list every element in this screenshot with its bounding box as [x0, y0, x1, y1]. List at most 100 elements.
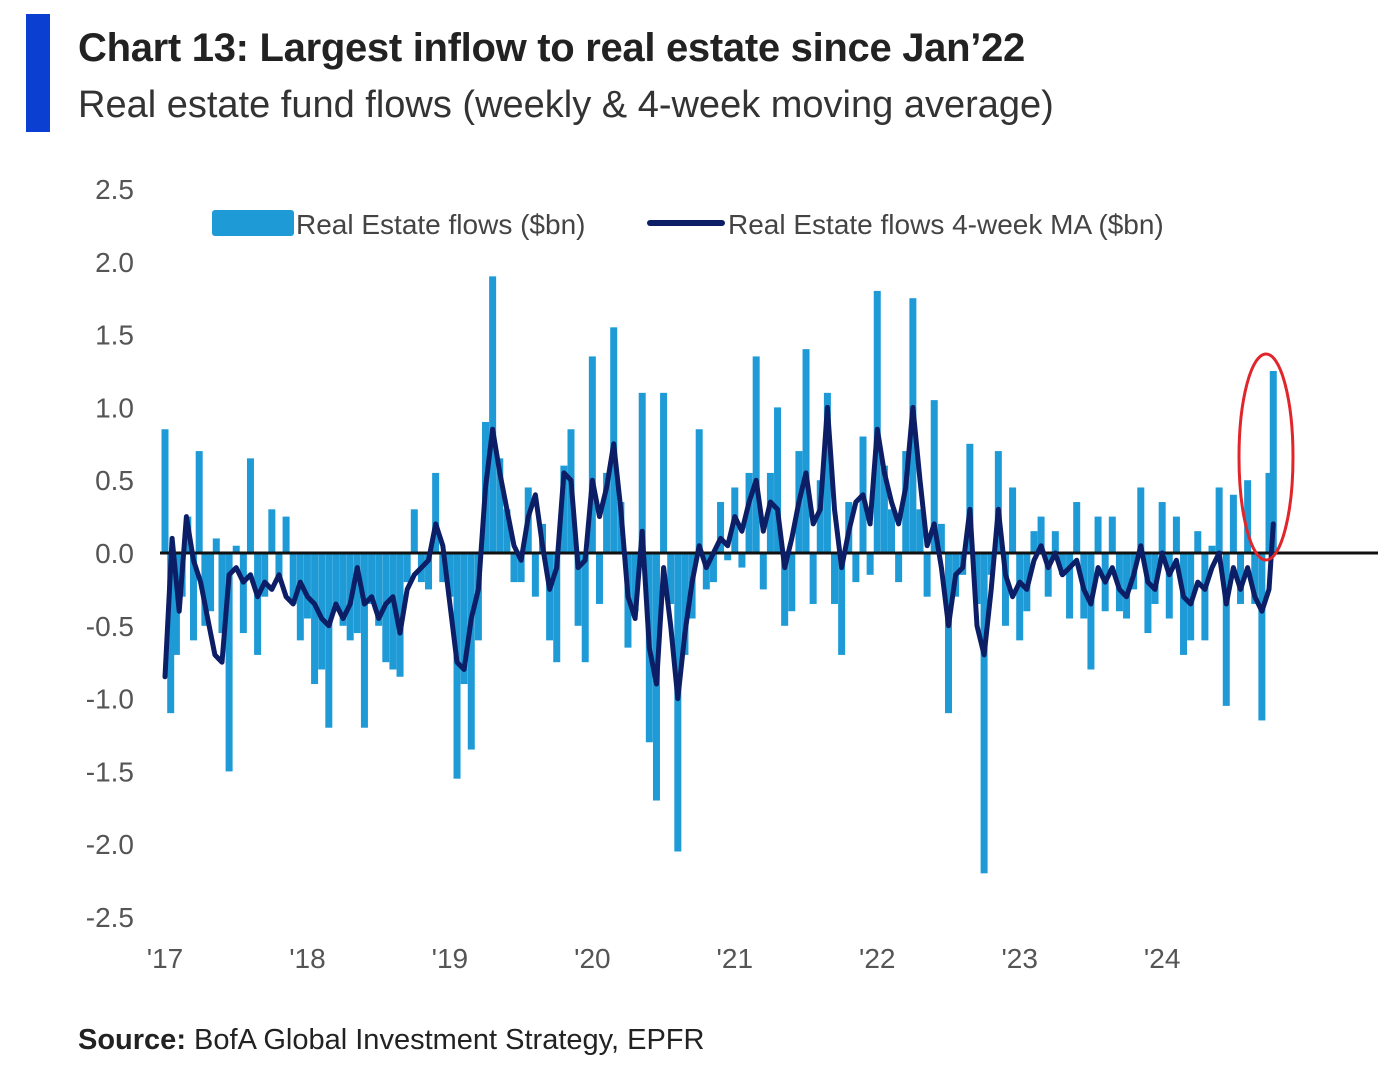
legend-label-bars: Real Estate flows ($bn) [296, 209, 585, 240]
flow-bar [994, 451, 1002, 553]
flow-bar [201, 553, 209, 626]
flow-bar [311, 553, 319, 685]
flow-bar [1058, 553, 1066, 575]
accent-bar [26, 14, 50, 132]
flow-bar [1251, 553, 1259, 604]
flow-bar [360, 553, 368, 728]
flow-bar [1201, 553, 1209, 641]
flow-bar [717, 502, 725, 553]
flow-bar [375, 553, 383, 626]
y-tick-label: -0.5 [86, 611, 134, 642]
fund-flows-chart: 2.5 2.0 1.5 1.0 0.5 0.0 -0.5 -1.0 -1.5 -2.0 -2.5 '… [86, 174, 1378, 974]
y-tick-label: -2.5 [86, 902, 134, 933]
flow-bar [318, 553, 326, 670]
flow-bar [923, 553, 931, 597]
flow-bar [1244, 480, 1252, 553]
flow-bar [880, 465, 888, 553]
flow-bar [339, 553, 347, 626]
y-tick-label: 0.0 [95, 538, 134, 569]
flow-bar [368, 553, 376, 604]
flow-bar [1073, 502, 1081, 553]
flow-bar [930, 400, 938, 553]
flow-bar [781, 553, 789, 626]
flow-bar [410, 509, 418, 553]
flow-bar [1258, 553, 1266, 721]
flow-bar [1051, 531, 1059, 553]
flow-bar [389, 553, 397, 670]
flow-bar [667, 553, 675, 604]
flow-bar [195, 451, 203, 553]
flow-bar [332, 553, 340, 612]
flow-bar [189, 553, 197, 641]
flow-bar [702, 553, 710, 590]
flow-bar [788, 553, 796, 612]
y-tick-label: 2.5 [95, 174, 134, 205]
x-tick-label: '18 [289, 943, 326, 974]
flow-bar [866, 553, 874, 575]
flow-bar [937, 523, 945, 553]
flow-bar [261, 553, 269, 597]
y-tick-label: -1.5 [86, 756, 134, 787]
flow-bar [709, 553, 717, 583]
flow-bar [1016, 553, 1024, 641]
flow-bar [496, 458, 504, 553]
flow-bar [766, 472, 774, 553]
flow-bar [546, 553, 554, 641]
flow-bar [232, 545, 240, 553]
flow-bar [325, 553, 333, 728]
flow-bar [560, 465, 568, 553]
y-tick-label: -2.0 [86, 829, 134, 860]
flow-bar [610, 327, 618, 553]
flow-bar [1087, 553, 1095, 670]
source-label: Source: [78, 1024, 186, 1056]
x-tick-label: '20 [574, 943, 611, 974]
flow-bar [980, 553, 988, 874]
flow-bar [167, 553, 175, 714]
flow-bar [218, 553, 226, 634]
flow-bar [944, 553, 952, 714]
flow-bar [888, 509, 896, 553]
flow-bar [966, 443, 974, 553]
flow-bar [225, 553, 233, 772]
flow-bar [1222, 553, 1230, 706]
flow-bar [439, 553, 447, 583]
flow-bar [738, 553, 746, 568]
flow-bar [467, 553, 475, 750]
flow-bar [574, 553, 582, 626]
flow-bar [553, 553, 561, 663]
flow-bar [1137, 487, 1145, 553]
flow-bar [246, 458, 254, 553]
legend-swatch-bars [212, 210, 294, 236]
flow-bar [916, 509, 924, 553]
y-tick-label: 1.0 [95, 392, 134, 423]
flow-bar [289, 553, 297, 604]
source-note: Source: BofA Global Investment Strategy,… [78, 1024, 704, 1057]
flow-bar [752, 356, 760, 553]
flow-bar [353, 553, 361, 634]
y-axis: 2.5 2.0 1.5 1.0 0.5 0.0 -0.5 -1.0 -1.5 -2.0 -2.5 [86, 174, 134, 933]
flow-bar [873, 290, 881, 553]
flow-bar [1269, 371, 1277, 553]
flow-bar [895, 553, 903, 583]
source-text: BofA Global Investment Strategy, EPFR [185, 1024, 705, 1056]
flow-bar [282, 516, 290, 553]
flow-bar [831, 553, 839, 604]
flow-bar [517, 553, 525, 583]
flow-bar [852, 553, 860, 583]
flow-bar [724, 553, 732, 561]
flow-bar [510, 553, 518, 583]
flow-bar [531, 553, 539, 597]
flow-bar [603, 472, 611, 553]
flow-bar [460, 553, 468, 685]
flow-bar [809, 553, 817, 604]
x-tick-label: '23 [1001, 943, 1038, 974]
highlight-ellipse [1237, 352, 1295, 562]
flow-bar [638, 392, 646, 553]
flow-bar [1044, 553, 1052, 597]
flow-bar [745, 472, 753, 553]
flow-bar [660, 392, 668, 553]
flow-bar [1265, 472, 1273, 553]
legend: Real Estate flows ($bn) Real Estate flow… [212, 209, 1164, 240]
legend-label-line: Real Estate flows 4-week MA ($bn) [728, 209, 1164, 240]
flow-bar [1094, 516, 1102, 553]
